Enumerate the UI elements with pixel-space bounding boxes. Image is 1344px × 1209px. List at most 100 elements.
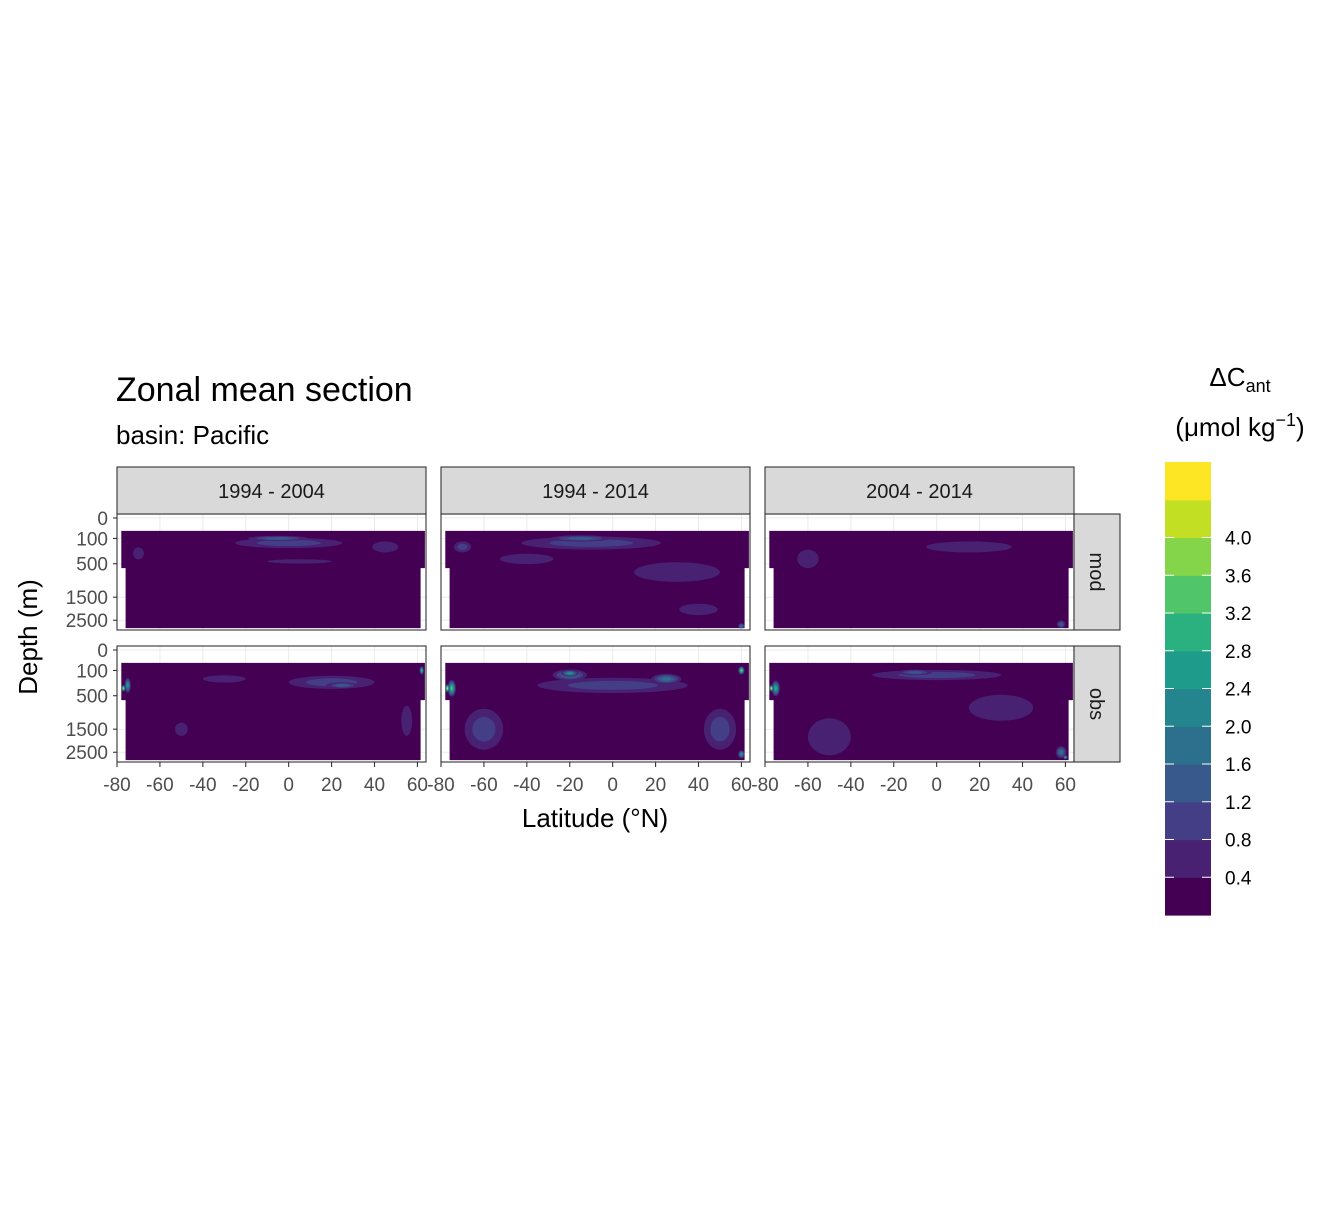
x-tick-label: -40 (513, 775, 540, 796)
legend-title-main: ΔC (1209, 362, 1245, 392)
x-tick-label: 40 (688, 775, 709, 796)
strip-box (440, 466, 751, 515)
contour-band (267, 559, 332, 564)
contour-band (771, 687, 772, 689)
x-tick-label: 20 (969, 775, 990, 796)
contour-band (797, 549, 819, 569)
contour-band (634, 562, 720, 582)
contour-band (661, 677, 672, 681)
panel-mod-1 (440, 513, 751, 631)
legend-swatch (1165, 650, 1211, 690)
y-tick-label: 1500 (66, 588, 108, 609)
legend-colorbar: 4.0 3.6 3.2 2.8 2.4 2.0 1.6 1.2 0.8 0.4 (1165, 462, 1252, 916)
y-tick-label: 100 (76, 661, 108, 682)
contour-band (1065, 756, 1066, 758)
legend-swatch (1165, 839, 1211, 878)
x-tick-label: 0 (283, 775, 294, 796)
contour-band (447, 687, 448, 689)
legend-label: 3.2 (1225, 604, 1251, 625)
x-tick-label: -20 (880, 775, 907, 796)
legend-label: 0.8 (1225, 831, 1251, 852)
legend-swatch (1165, 764, 1211, 803)
contour-band (567, 672, 572, 674)
strip-box (116, 466, 427, 515)
x-tick-label: 40 (1012, 775, 1033, 796)
section-fill (121, 530, 425, 629)
legend-swatch (1165, 726, 1211, 765)
x-tick-label: 0 (931, 775, 942, 796)
contour-band (457, 543, 468, 551)
section-fill (121, 662, 425, 761)
legend-swatch (1165, 575, 1211, 614)
contour-band (133, 547, 144, 560)
section-contours (453, 535, 745, 629)
legend-unit: (μmol kg−1) (1175, 410, 1304, 442)
contour-band (372, 541, 399, 553)
strip-label: obs (1085, 688, 1107, 720)
contour-band (421, 669, 423, 672)
contour-band (740, 669, 742, 672)
y-tick-label: 100 (76, 529, 108, 550)
contour-band (1059, 750, 1063, 755)
strip-row-obs: obs (1073, 645, 1121, 763)
x-tick-label: -40 (189, 775, 216, 796)
contour-band (740, 753, 743, 756)
contour-band (472, 716, 496, 742)
contour-band (450, 686, 453, 690)
contour-band (335, 684, 350, 687)
contour-band (123, 687, 124, 689)
strip-box (1073, 513, 1121, 631)
contour-band (968, 694, 1034, 721)
y-tick-label: 500 (76, 687, 108, 708)
section-fill (769, 530, 1073, 629)
x-tick-label: 0 (607, 775, 618, 796)
x-tick-label: -80 (103, 775, 130, 796)
chart-subtitle: basin: Pacific (116, 420, 269, 450)
contour-band (774, 686, 777, 690)
x-tick-label: 40 (364, 775, 385, 796)
legend-swatch (1165, 688, 1211, 727)
legend-label: 0.4 (1225, 868, 1252, 889)
panel-border (116, 645, 427, 763)
legend-label: 1.6 (1225, 755, 1251, 776)
legend-unit-close: ) (1296, 412, 1305, 442)
legend-swatch (1165, 499, 1211, 539)
legend-label: 2.8 (1225, 642, 1251, 663)
facet-panels (116, 513, 1075, 763)
y-tick-label: 500 (76, 555, 108, 576)
x-tick-label: -60 (470, 775, 497, 796)
x-tick-label: 60 (1055, 775, 1076, 796)
contour-band (907, 671, 923, 674)
x-tick-label: -20 (232, 775, 259, 796)
contour-band (740, 625, 743, 628)
strip-column-0: 1994 - 2004 (116, 466, 427, 515)
strip-column-2: 2004 - 2014 (764, 466, 1075, 515)
section-contours (133, 535, 399, 564)
section-contours (797, 541, 1066, 629)
contour-band (202, 675, 246, 683)
contour-band (175, 722, 188, 736)
contour-band (401, 705, 413, 736)
strip-box (1073, 645, 1121, 763)
contour-band (127, 683, 129, 688)
strip-row-mod: mod (1073, 513, 1121, 631)
y-tick-label: 2500 (66, 611, 108, 632)
panel-mod-2 (764, 513, 1075, 631)
legend-title: ΔCant (1209, 362, 1270, 396)
x-tick-label: -80 (751, 775, 778, 796)
contour-band (1059, 622, 1063, 626)
y-tick-label: 1500 (66, 720, 108, 741)
legend-swatch (1165, 537, 1211, 576)
y-tick-label: 0 (97, 509, 108, 530)
x-axis-label: Latitude (°N) (522, 803, 668, 833)
legend-title-sub: ant (1246, 376, 1271, 396)
strip-box (764, 466, 1075, 515)
panel-mod-0 (116, 513, 427, 631)
contour-band (567, 537, 594, 540)
x-tick-label: -80 (427, 775, 454, 796)
x-tick-label: -20 (556, 775, 583, 796)
chart-title: Zonal mean section (116, 371, 413, 409)
contour-band (265, 537, 291, 540)
